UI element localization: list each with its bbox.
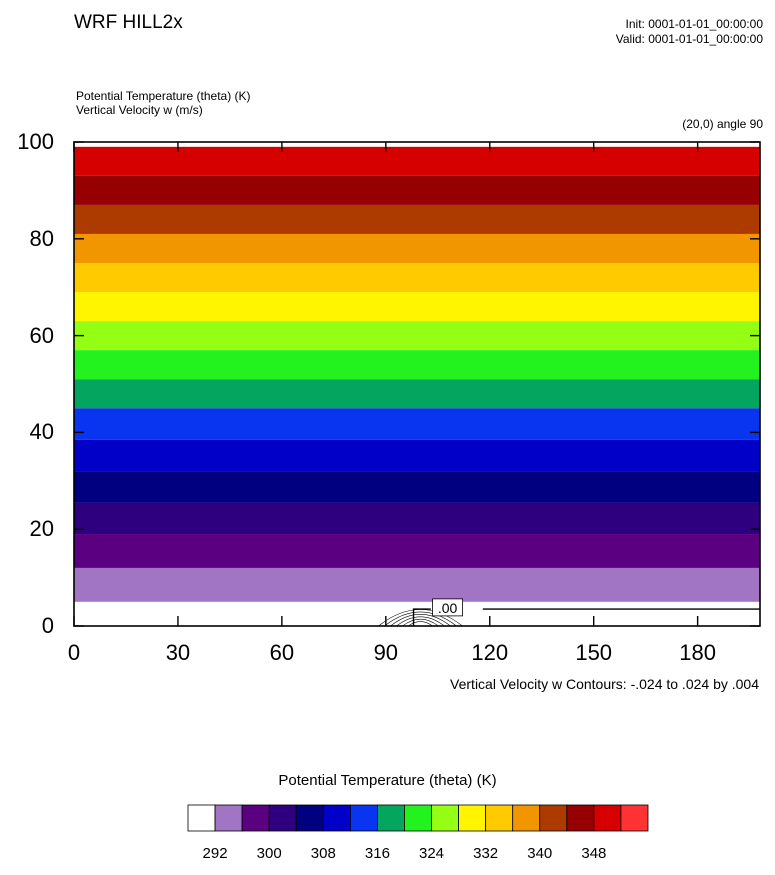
colorbar-box-16 bbox=[620, 804, 649, 832]
theta-band-11 bbox=[74, 263, 760, 293]
valid-time: Valid: 0001-01-01_00:00:00 bbox=[615, 32, 763, 46]
colorbar-box-8 bbox=[404, 804, 432, 832]
colorbar-box-10 bbox=[458, 804, 487, 832]
colorbar-label: 316 bbox=[364, 845, 390, 862]
colorbar-box-3 bbox=[268, 804, 297, 832]
colorbar-title: Potential Temperature (theta) (K) bbox=[278, 772, 497, 789]
colorbar-box-11 bbox=[485, 804, 514, 832]
colorbar-label: 308 bbox=[310, 845, 336, 862]
colorbar-label: 332 bbox=[473, 845, 499, 862]
colorbar-box-0 bbox=[187, 804, 216, 832]
y-tick-label: 40 bbox=[29, 419, 54, 445]
w-zero-contour-left bbox=[412, 608, 431, 626]
init-time: Init: 0001-01-01_00:00:00 bbox=[625, 17, 763, 31]
theta-band-13 bbox=[74, 204, 760, 234]
field-label-theta: Potential Temperature (theta) (K) bbox=[76, 89, 251, 103]
cross-section-label: (20,0) angle 90 bbox=[682, 117, 763, 131]
w-contour-line bbox=[384, 611, 457, 627]
colorbar-box-2 bbox=[241, 804, 270, 832]
theta-band-9 bbox=[74, 321, 760, 351]
colorbar-box-7 bbox=[377, 804, 405, 832]
theta-band-4 bbox=[74, 471, 760, 503]
colorbar-label: 340 bbox=[527, 845, 553, 862]
colorbar-box-13 bbox=[539, 804, 568, 832]
x-tick-label: 0 bbox=[67, 640, 81, 665]
x-tick-label: 90 bbox=[373, 640, 399, 665]
theta-band-1 bbox=[74, 567, 760, 602]
theta-band-3 bbox=[74, 502, 760, 535]
contour-caption: Vertical Velocity w Contours: -.024 to .… bbox=[450, 676, 759, 692]
theta-band-8 bbox=[74, 350, 760, 380]
x-tick-label: 30 bbox=[165, 640, 191, 665]
colorbar-label: 348 bbox=[581, 845, 607, 862]
y-tick-label: 20 bbox=[29, 516, 54, 542]
theta-band-5 bbox=[74, 439, 760, 472]
theta-band-2 bbox=[74, 534, 760, 568]
plot-title: WRF HILL2x bbox=[74, 12, 183, 33]
colorbar-box-9 bbox=[431, 804, 459, 832]
x-tick-label: 60 bbox=[269, 640, 295, 665]
theta-band-6 bbox=[74, 408, 760, 440]
y-tick-label: 60 bbox=[29, 322, 54, 348]
contour-label: .00 bbox=[438, 600, 458, 616]
colorbar-label: 300 bbox=[256, 845, 282, 862]
colorbar-label: 292 bbox=[202, 845, 228, 862]
x-tick-label: 120 bbox=[471, 640, 509, 665]
theta-band-14 bbox=[74, 175, 760, 205]
x-tick-label: 150 bbox=[575, 640, 613, 665]
colorbar-label: 324 bbox=[419, 845, 445, 862]
y-tick-label: 100 bbox=[17, 129, 54, 154]
colorbar-box-14 bbox=[566, 804, 595, 832]
field-label-w: Vertical Velocity w (m/s) bbox=[76, 103, 203, 117]
x-tick-label: 180 bbox=[679, 640, 716, 665]
w-contour-line bbox=[408, 621, 433, 627]
plot-frame bbox=[73, 141, 761, 627]
colorbar-box-15 bbox=[593, 804, 622, 832]
y-tick-label: 0 bbox=[41, 613, 54, 638]
colorbar-box-12 bbox=[512, 804, 541, 832]
colorbar-box-6 bbox=[349, 804, 378, 832]
theta-band-0 bbox=[74, 601, 760, 626]
w-contour-line bbox=[396, 616, 445, 627]
theta-band-10 bbox=[74, 292, 760, 322]
w-contour-line bbox=[402, 618, 439, 627]
theta-band-7 bbox=[74, 379, 760, 409]
theta-band-12 bbox=[74, 233, 760, 263]
colorbar-box-5 bbox=[322, 804, 351, 832]
colorbar-box-4 bbox=[295, 804, 324, 832]
y-tick-label: 80 bbox=[29, 225, 54, 251]
colorbar-box-1 bbox=[214, 804, 243, 832]
theta-band-15 bbox=[74, 146, 760, 176]
contour-label-box bbox=[432, 598, 463, 617]
w-contour-line bbox=[390, 614, 451, 627]
